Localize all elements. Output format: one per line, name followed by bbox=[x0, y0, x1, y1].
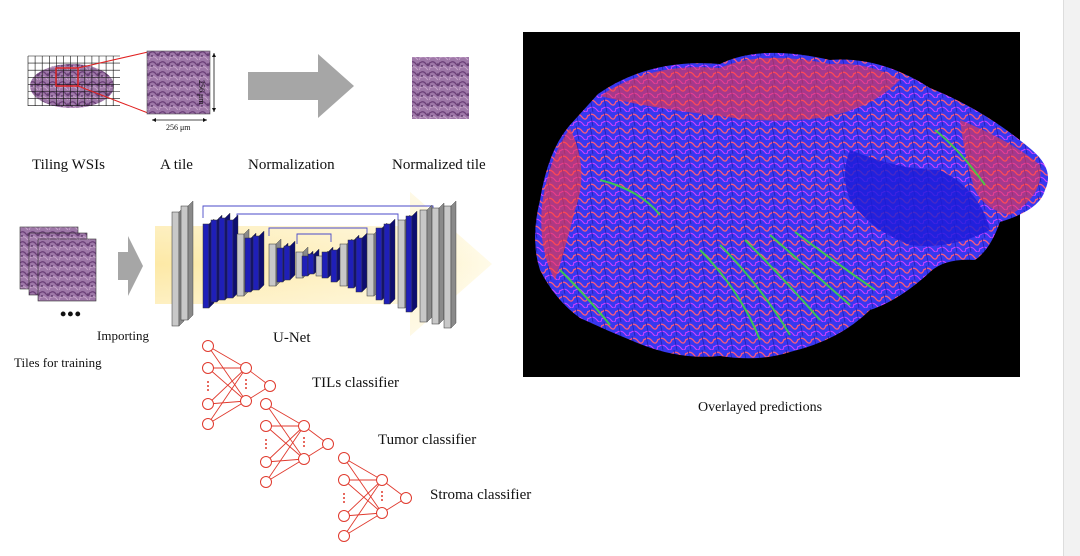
neuron bbox=[376, 507, 388, 519]
unet-layers bbox=[171, 200, 457, 329]
label-tile-height: 256 μm bbox=[197, 80, 206, 105]
unet-layer bbox=[307, 253, 315, 275]
tile-image bbox=[146, 50, 211, 115]
unet-layer bbox=[301, 255, 309, 277]
neuron bbox=[202, 418, 214, 430]
label-tils-classifier: TILs classifier bbox=[312, 375, 400, 391]
normalized-tile-image bbox=[412, 57, 469, 119]
unet-layer bbox=[210, 219, 218, 303]
classifier-networks bbox=[202, 340, 412, 542]
wsi-grid bbox=[27, 55, 120, 108]
neuron bbox=[338, 510, 350, 522]
unet-layer bbox=[171, 211, 180, 327]
neuron bbox=[202, 398, 214, 410]
label-overlayed-predictions: Overlayed predictions bbox=[698, 400, 823, 415]
tils-network bbox=[202, 340, 276, 430]
unet-layer bbox=[276, 247, 284, 283]
neuron bbox=[376, 474, 388, 486]
importing-arrow bbox=[118, 236, 143, 296]
label-tumor-classifier: Tumor classifier bbox=[378, 432, 477, 448]
training-tiles-stack bbox=[19, 226, 97, 302]
tumor-network bbox=[260, 398, 334, 488]
zoom-line-bottom bbox=[77, 85, 149, 114]
neuron bbox=[240, 395, 252, 407]
unet-layer bbox=[218, 217, 226, 301]
unet-layer bbox=[366, 233, 375, 297]
neuron bbox=[260, 420, 272, 432]
unet-layer bbox=[339, 243, 348, 287]
unet-layer bbox=[405, 215, 413, 313]
unet-layer bbox=[419, 209, 428, 323]
neuron bbox=[260, 398, 272, 410]
neuron bbox=[202, 340, 214, 352]
label-normalized-tile: Normalized tile bbox=[392, 157, 486, 173]
zoom-line-top bbox=[77, 51, 149, 69]
label-stroma-classifier: Stroma classifier bbox=[430, 487, 532, 503]
label-importing: Importing bbox=[97, 328, 149, 343]
unet-layer bbox=[236, 233, 245, 297]
unet-layer bbox=[252, 235, 260, 291]
tumor-region-left bbox=[541, 128, 582, 280]
label-a-tile: A tile bbox=[160, 157, 193, 173]
unet-layer bbox=[397, 219, 406, 309]
neuron bbox=[260, 456, 272, 468]
label-tiles-for-training: Tiles for training bbox=[14, 355, 102, 370]
unet-layer bbox=[355, 237, 363, 293]
unet-layer bbox=[443, 205, 452, 329]
tumor-region-top bbox=[600, 57, 900, 121]
label-tile-width: 256 μm bbox=[166, 123, 191, 132]
neuron bbox=[338, 474, 350, 486]
unet-layer bbox=[268, 243, 277, 287]
unet-layer bbox=[431, 207, 440, 325]
label-unet: U-Net bbox=[273, 330, 311, 346]
neuron bbox=[322, 438, 334, 450]
tils-region bbox=[845, 150, 990, 246]
label-more-tiles: ••• bbox=[60, 304, 82, 324]
neuron bbox=[264, 380, 276, 392]
prediction-panel bbox=[523, 32, 1049, 377]
neuron bbox=[202, 362, 214, 374]
tissue-prediction-overlay bbox=[535, 52, 1049, 359]
neuron bbox=[298, 453, 310, 465]
unet-layer bbox=[202, 223, 210, 309]
normalization-arrow bbox=[248, 54, 354, 118]
unet-layer bbox=[244, 237, 252, 293]
side-strip bbox=[1063, 0, 1080, 556]
unet-layer bbox=[375, 227, 383, 301]
neuron bbox=[298, 420, 310, 432]
neuron bbox=[338, 452, 350, 464]
unet-layer bbox=[226, 219, 234, 299]
selected-tile-marker bbox=[55, 67, 79, 87]
neuron bbox=[338, 530, 350, 542]
label-tiling-wsis: Tiling WSIs bbox=[32, 157, 105, 173]
unet-layer bbox=[283, 245, 291, 281]
stroma-network bbox=[338, 452, 412, 542]
unet-layer bbox=[321, 251, 329, 279]
label-normalization: Normalization bbox=[248, 157, 335, 173]
neuron bbox=[240, 362, 252, 374]
tumor-region-right bbox=[960, 120, 1041, 215]
unet-layer bbox=[347, 239, 355, 289]
neuron bbox=[260, 476, 272, 488]
unet-layer bbox=[180, 205, 189, 321]
unet-layer bbox=[383, 223, 391, 305]
unet-layer bbox=[330, 249, 338, 283]
neuron bbox=[400, 492, 412, 504]
stroma-streaks bbox=[559, 129, 986, 341]
